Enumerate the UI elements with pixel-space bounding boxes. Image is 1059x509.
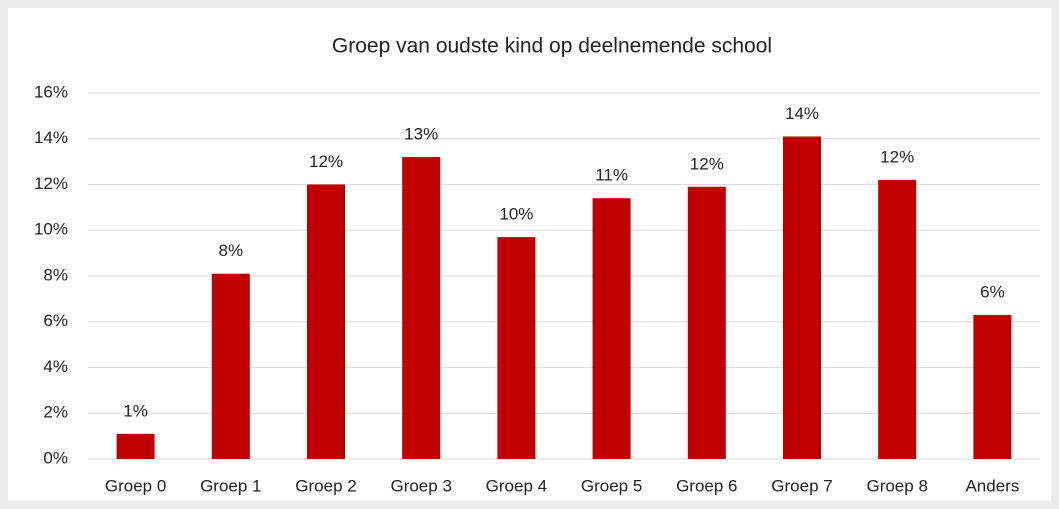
y-tick-label: 8% — [43, 265, 68, 284]
data-label: 6% — [980, 282, 1005, 301]
x-tick-label: Groep 7 — [771, 476, 832, 495]
data-label: 8% — [219, 241, 244, 260]
y-tick-label: 14% — [34, 128, 68, 147]
bar — [307, 184, 345, 459]
bar — [878, 179, 917, 460]
chart-title: Groep van oudste kind op deelnemende sch… — [332, 35, 772, 58]
y-tick-label: 4% — [43, 357, 68, 376]
data-label: 11% — [595, 166, 628, 185]
bar — [497, 237, 536, 459]
bar — [783, 136, 821, 459]
data-label: 1% — [123, 401, 148, 420]
x-tick-label: Groep 0 — [105, 476, 166, 495]
y-tick-label: 12% — [34, 174, 68, 193]
bar — [116, 433, 155, 459]
y-tick-label: 0% — [43, 448, 68, 467]
bar — [592, 198, 631, 459]
x-tick-label: Groep 2 — [295, 476, 356, 495]
data-label: 10% — [499, 205, 533, 224]
bar — [211, 273, 250, 459]
y-tick-label: 10% — [34, 220, 68, 239]
data-label: 12% — [690, 154, 724, 173]
x-tick-label: Groep 6 — [676, 476, 737, 495]
data-label: 12% — [309, 152, 343, 171]
x-tick-label: Groep 3 — [390, 476, 451, 495]
bar — [402, 157, 441, 460]
data-label: 12% — [880, 147, 914, 166]
y-tick-label: 2% — [43, 403, 68, 422]
x-tick-label: Groep 5 — [581, 476, 642, 495]
x-tick-label: Groep 8 — [866, 476, 927, 495]
x-tick-label: Groep 1 — [200, 476, 261, 495]
y-tick-label: 16% — [34, 82, 68, 101]
x-tick-label: Groep 4 — [486, 476, 547, 495]
data-label: 13% — [404, 125, 438, 144]
y-tick-label: 6% — [43, 311, 68, 330]
bar — [687, 186, 726, 459]
bar — [973, 314, 1012, 459]
data-label: 14% — [785, 104, 819, 123]
x-tick-label: Anders — [965, 476, 1019, 495]
